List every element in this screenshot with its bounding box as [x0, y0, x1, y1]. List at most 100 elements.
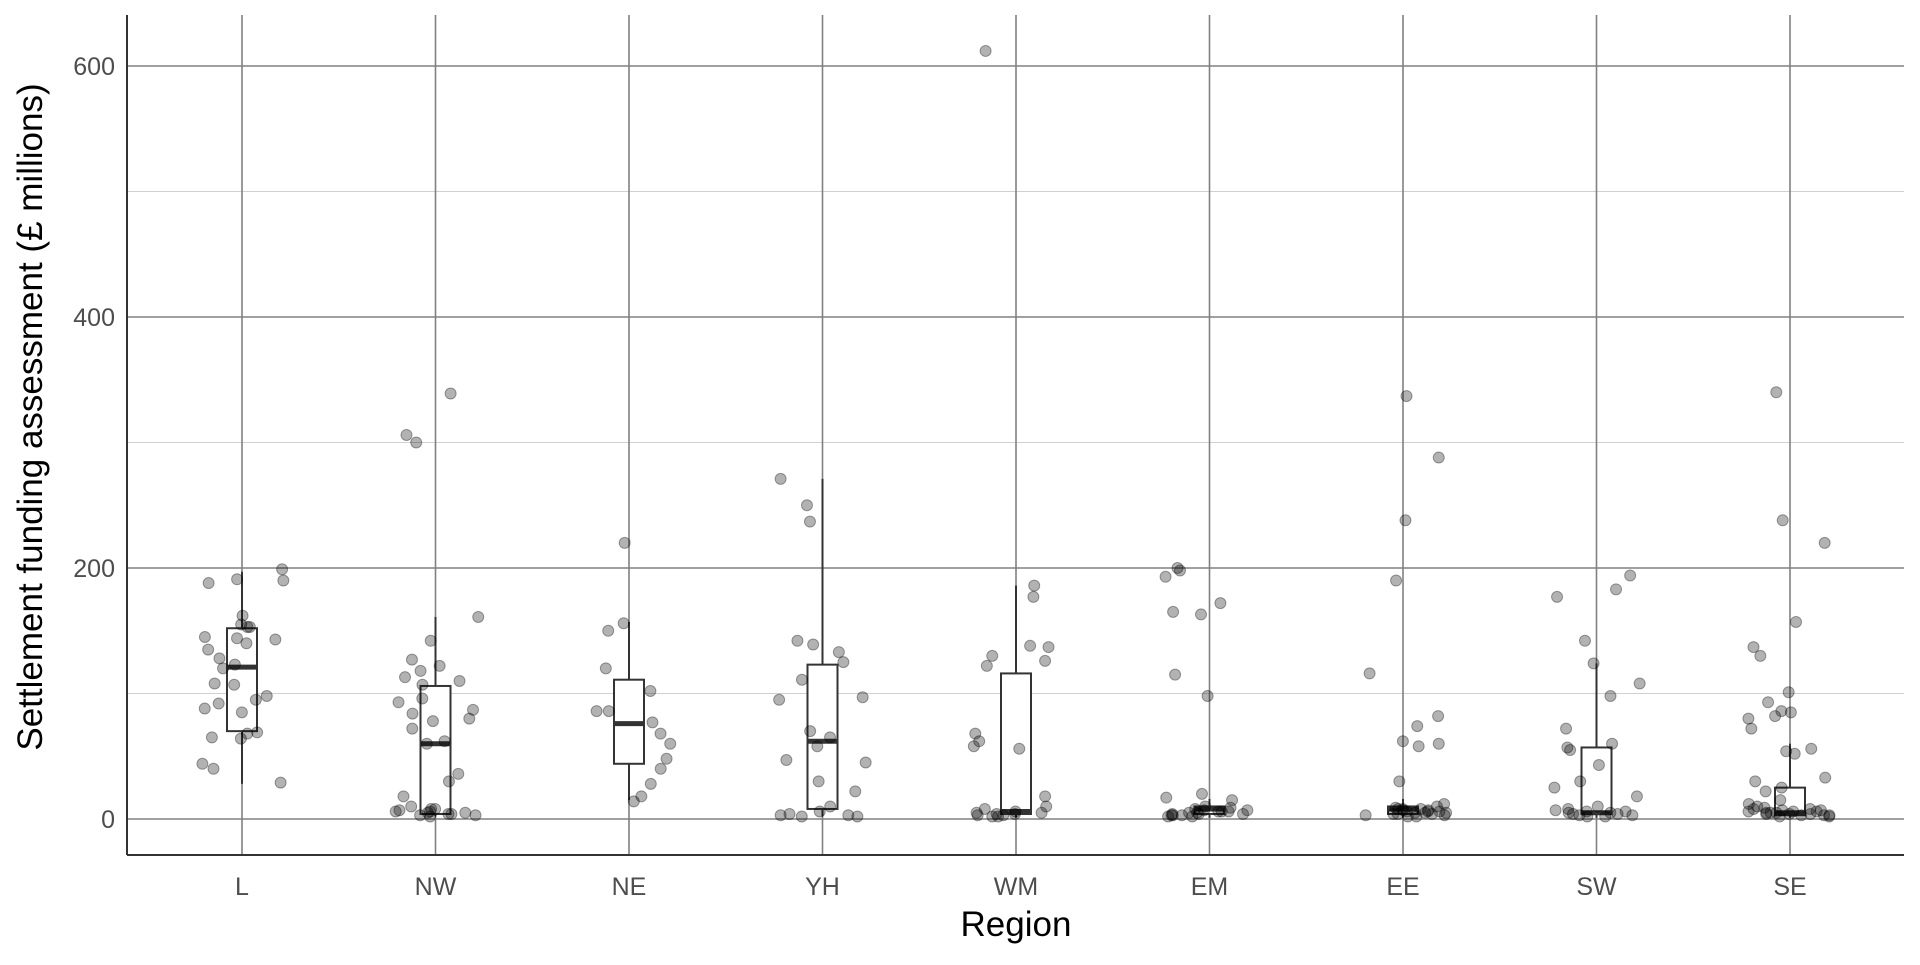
data-point — [1619, 805, 1632, 818]
y-tick-label: 600 — [73, 53, 115, 81]
data-point — [1742, 797, 1755, 810]
data-point — [1400, 390, 1413, 403]
data-point — [1788, 747, 1801, 760]
data-point — [627, 795, 640, 808]
data-point — [644, 777, 657, 790]
data-point — [1173, 564, 1186, 577]
data-point — [1783, 807, 1796, 820]
data-point — [1433, 805, 1446, 818]
data-point — [207, 762, 220, 775]
data-point — [1008, 807, 1021, 820]
data-point — [660, 752, 673, 765]
data-point — [429, 802, 442, 815]
data-point — [1782, 686, 1795, 699]
data-point — [654, 762, 667, 775]
data-point — [997, 809, 1010, 822]
data-point — [1823, 809, 1836, 822]
data-point — [1201, 690, 1214, 703]
x-tick-label: EE — [1386, 873, 1419, 901]
data-point — [472, 610, 485, 623]
data-point — [1564, 743, 1577, 756]
data-point — [1432, 710, 1445, 723]
data-point — [202, 577, 215, 590]
data-point — [1425, 807, 1438, 820]
data-point — [433, 659, 446, 672]
data-point — [1035, 806, 1048, 819]
data-point — [780, 754, 793, 767]
x-tick-label: SE — [1773, 873, 1806, 901]
data-point — [783, 807, 796, 820]
axes — [126, 15, 1904, 856]
data-point — [240, 637, 253, 650]
data-point — [813, 805, 826, 818]
data-point — [1212, 805, 1225, 818]
data-point — [837, 656, 850, 669]
data-point — [198, 631, 211, 644]
data-point — [1760, 807, 1773, 820]
data-point — [1226, 794, 1239, 807]
data-point — [1009, 805, 1022, 818]
data-point — [399, 671, 412, 684]
data-point — [463, 712, 476, 725]
data-point — [236, 609, 249, 622]
data-point — [1189, 802, 1202, 815]
data-point — [1028, 579, 1041, 592]
data-point — [1775, 781, 1788, 794]
data-point — [1039, 790, 1052, 803]
data-point — [1751, 800, 1764, 813]
data-point — [1171, 562, 1184, 574]
data-point — [774, 472, 787, 485]
data-point — [424, 810, 437, 823]
data-point — [1160, 791, 1173, 804]
data-point — [392, 696, 405, 709]
data-point — [241, 727, 254, 740]
data-point — [1432, 737, 1445, 750]
data-point — [1549, 804, 1562, 817]
data-point — [1548, 781, 1561, 794]
box-iqr — [226, 627, 258, 733]
data-point — [1776, 804, 1789, 817]
data-point — [1818, 536, 1831, 549]
data-point — [469, 809, 482, 822]
data-point — [198, 702, 211, 715]
data-point — [849, 785, 862, 798]
data-point — [1396, 802, 1409, 815]
data-point — [1166, 807, 1179, 820]
data-point — [1400, 805, 1413, 818]
data-point — [811, 740, 824, 753]
data-point — [602, 705, 615, 718]
data-point — [234, 732, 247, 745]
data-point — [980, 659, 993, 672]
data-point — [1195, 787, 1208, 800]
data-point — [1194, 608, 1207, 621]
data-point — [1186, 810, 1199, 823]
data-point — [1747, 641, 1760, 654]
data-point — [800, 499, 813, 512]
data-point — [212, 697, 225, 710]
data-point — [791, 634, 804, 647]
data-point — [445, 807, 458, 820]
data-point — [973, 735, 986, 748]
data-point — [1580, 805, 1593, 818]
data-point — [859, 756, 872, 769]
data-point — [1027, 590, 1040, 603]
data-point — [1560, 722, 1573, 735]
data-point — [1224, 801, 1237, 814]
data-point — [1578, 634, 1591, 647]
data-point — [1784, 706, 1797, 719]
data-point — [467, 703, 480, 716]
data-point — [967, 740, 980, 753]
x-tick-label: YH — [805, 873, 840, 901]
data-point — [1591, 800, 1604, 813]
data-point — [389, 805, 402, 818]
data-point — [1024, 639, 1037, 652]
data-point — [646, 716, 659, 729]
x-tick-label: EM — [1191, 873, 1229, 901]
data-point — [812, 775, 825, 788]
data-point — [196, 757, 209, 770]
data-point — [406, 722, 419, 735]
data-point — [1363, 667, 1376, 680]
data-point — [274, 776, 287, 789]
data-point — [405, 800, 418, 813]
data-point — [213, 652, 226, 665]
